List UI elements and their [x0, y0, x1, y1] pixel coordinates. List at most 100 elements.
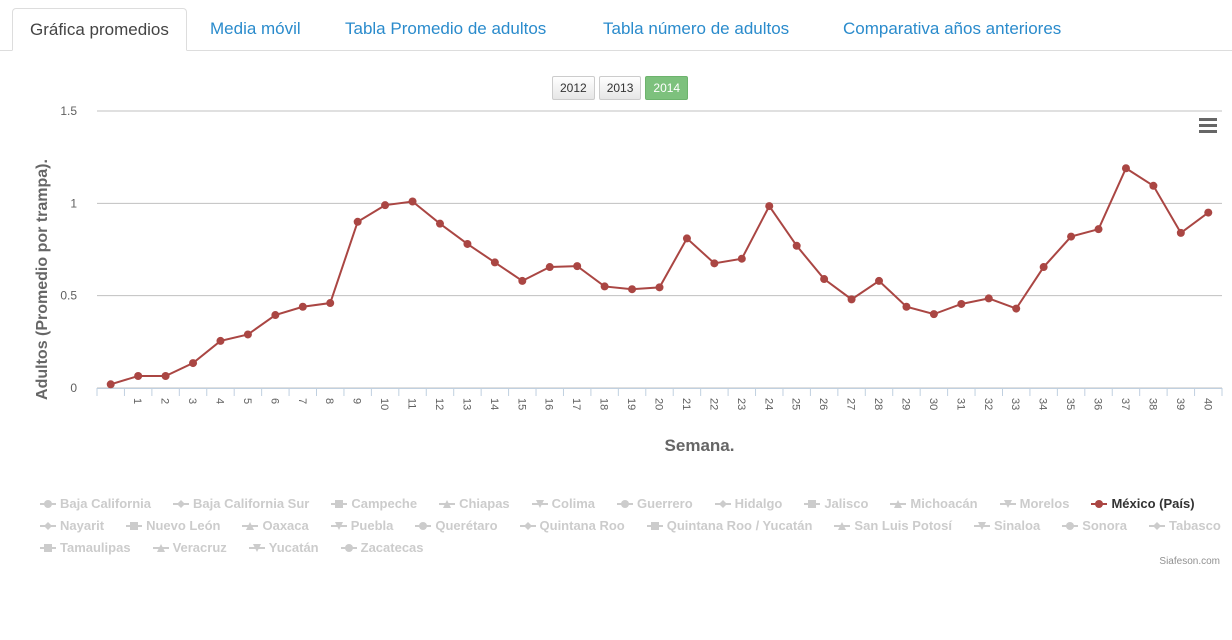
legend-item[interactable]: Tamaulipas: [40, 538, 131, 557]
tab[interactable]: Media móvil: [210, 19, 301, 38]
marker: [353, 217, 362, 226]
legend-label: Michoacán: [910, 496, 978, 511]
legend-label: Quintana Roo: [539, 518, 625, 533]
marker: [847, 295, 856, 304]
marker: [189, 359, 198, 368]
x-tick-label: 1: [131, 398, 143, 404]
legend-label: Querétaro: [435, 518, 498, 533]
legend-symbol: [834, 521, 851, 530]
marker: [408, 197, 417, 206]
legend-item[interactable]: Tabasco: [1148, 516, 1221, 535]
legend-symbol: [126, 521, 143, 530]
legend-item[interactable]: Sonora: [1062, 516, 1127, 535]
legend-item[interactable]: Sinaloa: [973, 516, 1040, 535]
legend-label: Oaxaca: [262, 518, 309, 533]
legend-item[interactable]: Baja California Sur: [173, 494, 309, 513]
legend-symbol: [40, 521, 56, 530]
x-tick-label: 14: [488, 398, 500, 410]
y-tick-label: 0: [70, 381, 77, 395]
legend-symbol: [646, 521, 663, 530]
legend-item[interactable]: Nuevo León: [126, 516, 220, 535]
legend-item[interactable]: Veracruz: [152, 538, 227, 557]
x-tick-label: 34: [1037, 398, 1049, 410]
marker: [929, 310, 938, 319]
marker: [737, 254, 746, 263]
legend-item[interactable]: Baja California: [40, 494, 151, 513]
year-button[interactable]: 2014: [645, 76, 689, 100]
y-tick-label: 1: [70, 196, 77, 210]
year-button[interactable]: 2013: [598, 76, 642, 100]
legend-label: Nayarit: [60, 518, 105, 533]
legend-item[interactable]: Yucatán: [248, 538, 319, 557]
x-tick-label: 11: [406, 398, 418, 409]
x-tick-label: 16: [543, 398, 555, 410]
tab[interactable]: Comparativa años anteriores: [843, 19, 1062, 38]
x-tick-label: 20: [653, 398, 665, 410]
x-tick-label: 9: [351, 398, 363, 404]
legend-item[interactable]: San Luis Potosí: [834, 516, 952, 535]
x-tick-label: 23: [735, 398, 747, 410]
legend-symbol: [519, 521, 536, 530]
x-tick-label: 8: [323, 398, 335, 404]
legend-item[interactable]: Zacatecas: [340, 538, 424, 557]
legend-item[interactable]: Morelos: [999, 494, 1069, 513]
legend-item[interactable]: México (País): [1091, 494, 1195, 513]
marker: [326, 299, 335, 308]
tab[interactable]: Gráfica promedios: [12, 8, 187, 51]
legend-symbol: [1148, 521, 1165, 530]
legend-symbol: [415, 521, 432, 530]
legend-label: Yucatán: [268, 540, 319, 555]
x-tick-label: 37: [1119, 398, 1131, 410]
legend-label: Nuevo León: [146, 518, 221, 533]
x-tick-label: 21: [680, 398, 692, 410]
legend-item[interactable]: Quintana Roo / Yucatán: [646, 516, 812, 535]
menu-bar: [1199, 124, 1217, 127]
marker: [1039, 263, 1048, 272]
legend-label: Sonora: [1082, 518, 1127, 533]
legend-item[interactable]: Jalisco: [804, 494, 868, 513]
legend-item[interactable]: Campeche: [331, 494, 417, 513]
legend-label: México (País): [1111, 496, 1195, 511]
legend-label: Colima: [551, 496, 596, 511]
marker: [792, 241, 801, 250]
legend-item[interactable]: Michoacán: [890, 494, 978, 513]
legend-label: Chiapas: [459, 496, 510, 511]
x-tick-label: 35: [1064, 398, 1076, 410]
marker: [820, 275, 829, 284]
menu-bar: [1199, 118, 1217, 121]
marker: [1149, 181, 1158, 190]
legend: Baja California Baja California Sur Campec…: [40, 494, 1230, 557]
tab[interactable]: Tabla número de adultos: [603, 19, 790, 38]
x-tick-label: 13: [460, 398, 472, 410]
marker: [984, 294, 993, 303]
legend-item[interactable]: Querétaro: [415, 516, 498, 535]
legend-item[interactable]: Nayarit: [40, 516, 104, 535]
legend-symbol: [248, 543, 265, 552]
menu-button[interactable]: [1199, 118, 1217, 133]
legend-item[interactable]: Colima: [531, 494, 596, 513]
legend-label: Tamaulipas: [60, 540, 131, 555]
legend-item[interactable]: Chiapas: [439, 494, 510, 513]
x-tick-label: 15: [515, 398, 527, 410]
legend-label: Guerrero: [637, 496, 693, 511]
legend-item[interactable]: Guerrero: [617, 494, 693, 513]
legend-item[interactable]: Oaxaca: [242, 516, 309, 535]
legend-symbol: [617, 499, 634, 508]
tab-bar: Gráfica promedios Media móvil Tabla Promed…: [0, 8, 1232, 51]
legend-symbol: [242, 521, 259, 530]
x-tick-label: 27: [845, 398, 857, 410]
legend-item[interactable]: Hidalgo: [714, 494, 782, 513]
legend-label: Baja California: [60, 496, 152, 511]
x-tick-label: 29: [899, 398, 911, 410]
legend-item[interactable]: Puebla: [330, 516, 394, 535]
marker: [710, 259, 719, 268]
x-tick-label: 30: [927, 398, 939, 410]
legend-label: Puebla: [350, 518, 394, 533]
marker: [682, 234, 691, 243]
marker: [655, 283, 664, 292]
tab[interactable]: Tabla Promedio de adultos: [345, 19, 547, 38]
year-button[interactable]: 2012: [552, 76, 595, 100]
x-tick-label: 40: [1201, 398, 1213, 410]
legend-item[interactable]: Quintana Roo: [519, 516, 625, 535]
